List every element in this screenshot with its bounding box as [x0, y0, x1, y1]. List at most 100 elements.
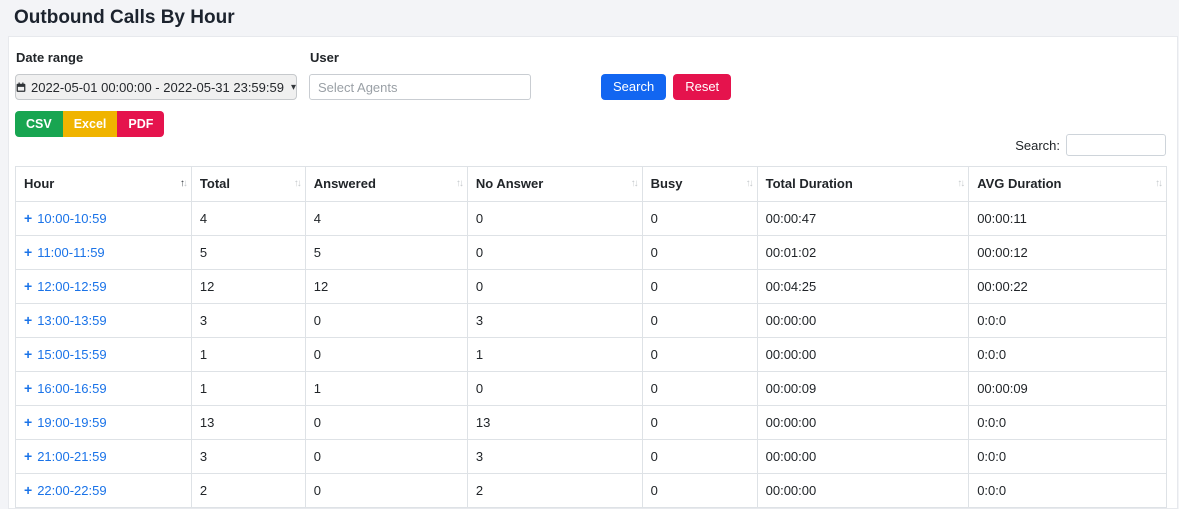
column-label: Hour [24, 176, 55, 191]
value-cell: 00:00:09 [968, 371, 1167, 406]
page-title: Outbound Calls By Hour [14, 7, 235, 28]
hour-range-label: 21:00-21:59 [37, 449, 107, 464]
table-row: +12:00-12:59 12 12 0 0 00:04:25 00:00:22 [15, 269, 1167, 304]
table-search-input[interactable] [1066, 134, 1166, 156]
column-label: Total Duration [765, 176, 853, 191]
hour-link[interactable]: +13:00-13:59 [24, 312, 107, 328]
value-cell: 0 [641, 337, 758, 372]
column-header-total-duration[interactable]: Total Duration ↑↓ [756, 166, 970, 202]
hour-link[interactable]: +21:00-21:59 [24, 448, 107, 464]
expand-plus-icon[interactable]: + [24, 414, 33, 430]
export-row: CSV Excel PDF [15, 111, 1167, 137]
column-header-answered[interactable]: Answered ↑↓ [304, 166, 468, 202]
expand-plus-icon[interactable]: + [24, 448, 33, 464]
hour-cell: +16:00-16:59 [15, 371, 192, 406]
date-range-value: 2022-05-01 00:00:00 - 2022-05-31 23:59:5… [30, 79, 284, 95]
sort-icon: ↑↓ [455, 178, 464, 189]
hour-link[interactable]: +22:00-22:59 [24, 482, 107, 498]
value-cell: 0 [641, 269, 758, 304]
column-label: Busy [650, 176, 683, 191]
hour-link[interactable]: +10:00-10:59 [24, 210, 107, 226]
expand-plus-icon[interactable]: + [24, 380, 33, 396]
expand-plus-icon[interactable]: + [24, 210, 33, 226]
column-header-no-answer[interactable]: No Answer ↑↓ [466, 166, 643, 202]
sort-icon: ↑↓ [1155, 178, 1163, 189]
value-cell: 00:00:00 [756, 337, 970, 372]
report-table: Hour ↑↓ Total ↑↓ Answered ↑↓ No Answer ↑↓ Busy ↑↓… [15, 166, 1167, 508]
hour-cell: +15:00-15:59 [15, 337, 192, 372]
expand-plus-icon[interactable]: + [24, 346, 33, 362]
expand-plus-icon[interactable]: + [24, 278, 33, 294]
value-cell: 0 [641, 201, 758, 236]
hour-link[interactable]: +11:00-11:59 [24, 244, 105, 260]
hour-cell: +11:00-11:59 [15, 235, 192, 270]
column-header-avg-duration[interactable]: AVG Duration ↑↓ [968, 166, 1167, 202]
hour-link[interactable]: +15:00-15:59 [24, 346, 107, 362]
value-cell: 0 [466, 269, 643, 304]
date-range-label: Date range [16, 50, 84, 65]
value-cell: 1 [304, 371, 468, 406]
expand-plus-icon[interactable]: + [24, 312, 33, 328]
hour-cell: +21:00-21:59 [15, 439, 192, 474]
caret-down-icon: ▾ [290, 81, 296, 93]
table-row: +22:00-22:59 2 0 2 0 00:00:00 0:0:0 [15, 473, 1167, 508]
value-cell: 12 [304, 269, 468, 304]
export-button-group: CSV Excel PDF [15, 111, 165, 137]
column-header-busy[interactable]: Busy ↑↓ [641, 166, 758, 202]
value-cell: 0 [466, 371, 643, 406]
value-cell: 12 [190, 269, 306, 304]
value-cell: 0 [641, 405, 758, 440]
value-cell: 00:01:02 [756, 235, 970, 270]
table-row: +16:00-16:59 1 1 0 0 00:00:09 00:00:09 [15, 371, 1167, 406]
sort-icon: ↑↓ [179, 178, 188, 189]
table-row: +10:00-10:59 4 4 0 0 00:00:47 00:00:11 [15, 201, 1167, 236]
value-cell: 1 [190, 371, 306, 406]
value-cell: 0 [304, 337, 468, 372]
value-cell: 13 [190, 405, 306, 440]
table-head: Hour ↑↓ Total ↑↓ Answered ↑↓ No Answer ↑↓ Busy ↑↓… [15, 166, 1167, 202]
value-cell: 2 [190, 473, 306, 508]
value-cell: 0 [304, 473, 468, 508]
user-select-input[interactable] [309, 74, 531, 100]
hour-range-label: 10:00-10:59 [37, 211, 107, 226]
expand-plus-icon[interactable]: + [24, 482, 33, 498]
value-cell: 0 [304, 439, 468, 474]
value-cell: 0 [466, 235, 643, 270]
user-field: User [309, 50, 531, 100]
sort-icon: ↑↓ [745, 178, 754, 189]
export-pdf-button[interactable]: PDF [117, 111, 165, 137]
sort-icon: ↑↓ [957, 178, 965, 189]
export-excel-button[interactable]: Excel [62, 111, 118, 137]
hour-link[interactable]: +16:00-16:59 [24, 380, 107, 396]
column-label: Answered [313, 176, 376, 191]
export-csv-button[interactable]: CSV [15, 111, 63, 137]
value-cell: 00:00:00 [756, 439, 970, 474]
value-cell: 00:00:00 [756, 473, 970, 508]
action-buttons: Search Reset [601, 74, 732, 100]
value-cell: 0:0:0 [968, 303, 1167, 338]
value-cell: 00:00:22 [968, 269, 1167, 304]
table-row: +11:00-11:59 5 5 0 0 00:01:02 00:00:12 [15, 235, 1167, 270]
search-button[interactable]: Search [601, 74, 667, 100]
value-cell: 0 [304, 405, 468, 440]
filter-row: Date range 2022-05-01 00:00:00 - 2022-05… [15, 50, 1167, 100]
hour-link[interactable]: +12:00-12:59 [24, 278, 107, 294]
value-cell: 00:00:12 [968, 235, 1167, 270]
value-cell: 0 [641, 303, 758, 338]
value-cell: 1 [190, 337, 306, 372]
column-header-hour[interactable]: Hour ↑↓ [15, 166, 192, 202]
table-search: Search: [1015, 134, 1166, 156]
table-row: +21:00-21:59 3 0 3 0 00:00:00 0:0:0 [15, 439, 1167, 474]
column-header-total[interactable]: Total ↑↓ [190, 166, 306, 202]
value-cell: 00:00:47 [756, 201, 970, 236]
hour-cell: +13:00-13:59 [15, 303, 192, 338]
expand-plus-icon[interactable]: + [24, 244, 33, 260]
date-range-picker[interactable]: 2022-05-01 00:00:00 - 2022-05-31 23:59:5… [15, 74, 297, 100]
reset-button[interactable]: Reset [673, 74, 732, 100]
value-cell: 0 [641, 473, 758, 508]
hour-range-label: 11:00-11:59 [37, 245, 105, 260]
table-row: +19:00-19:59 13 0 13 0 00:00:00 0:0:0 [15, 405, 1167, 440]
value-cell: 0 [641, 235, 758, 270]
user-label: User [310, 50, 339, 65]
hour-link[interactable]: +19:00-19:59 [24, 414, 107, 430]
